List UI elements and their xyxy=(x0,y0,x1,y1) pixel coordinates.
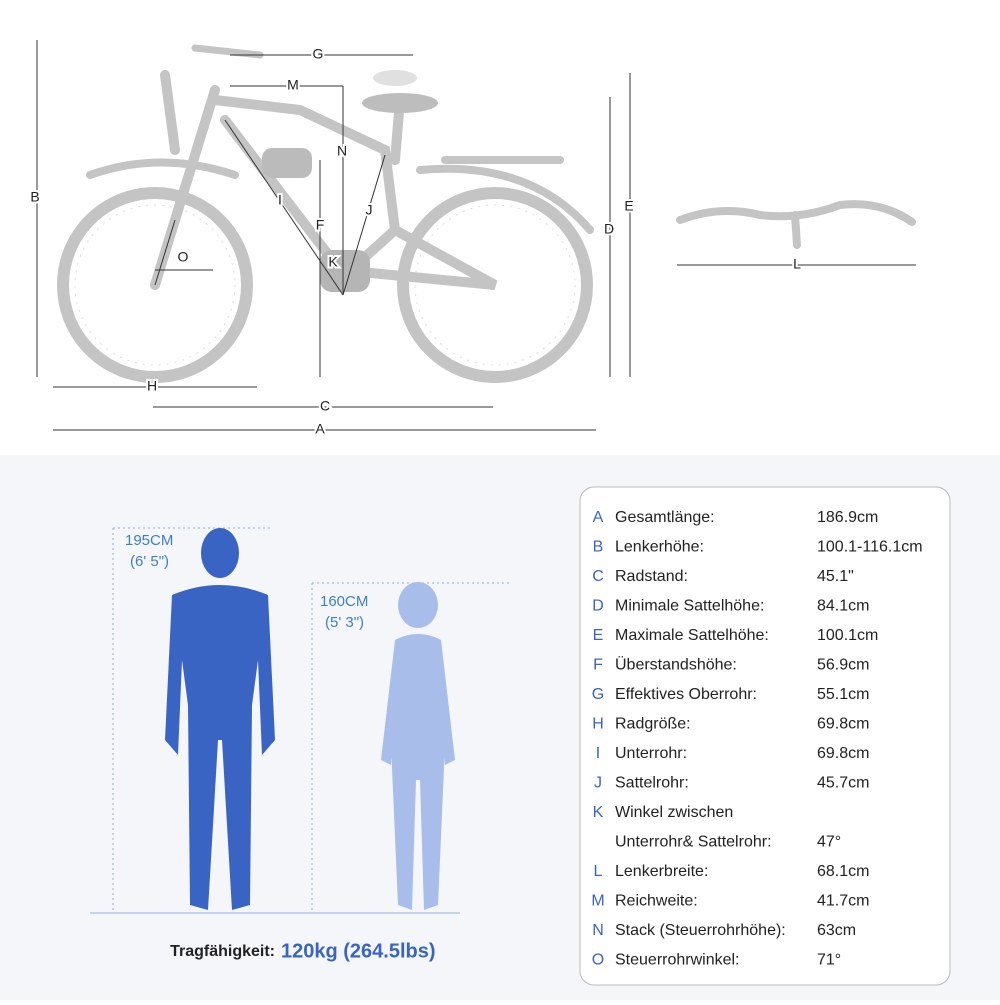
dimension-label: M xyxy=(287,77,299,93)
spec-value: 100.1-116.1cm xyxy=(817,539,923,556)
spec-key: C xyxy=(592,568,604,585)
spec-key: O xyxy=(592,952,604,969)
rider-height-imperial: (6' 5") xyxy=(130,553,169,570)
spec-name: Überstandshöhe: xyxy=(615,656,737,674)
spec-name: Reichweite: xyxy=(615,893,698,910)
spec-value: 63cm xyxy=(817,922,856,939)
dimension-label: O xyxy=(178,249,189,265)
spec-key: I xyxy=(596,745,600,762)
spec-value: 45.7cm xyxy=(817,775,869,792)
capacity-value: 120kg (264.5lbs) xyxy=(281,940,436,962)
spec-value: 69.8cm xyxy=(817,716,869,733)
spec-value: 71° xyxy=(817,952,841,969)
spec-value: 45.1" xyxy=(817,568,854,585)
dimension-label: E xyxy=(624,198,633,214)
dimension-label: L xyxy=(793,256,801,272)
spec-key: L xyxy=(594,863,603,880)
spec-name: Steuerrohrwinkel: xyxy=(615,952,740,969)
spec-value: 55.1cm xyxy=(817,686,869,703)
spec-table xyxy=(579,486,951,986)
dimension-label: A xyxy=(315,421,325,437)
dimension-label: K xyxy=(328,254,338,270)
spec-key: M xyxy=(591,893,604,910)
dimension-label: G xyxy=(313,46,324,62)
spec-key: D xyxy=(592,598,604,615)
spec-value: 47° xyxy=(817,834,841,851)
dimension-label: H xyxy=(147,378,157,394)
spec-value: 186.9cm xyxy=(817,509,878,526)
spec-key: F xyxy=(593,657,603,674)
rider-height: 195CM xyxy=(125,532,173,549)
dimension-lines xyxy=(36,40,916,431)
spec-name: Unterrohr: xyxy=(615,745,687,762)
dimension-label: C xyxy=(320,398,330,414)
spec-name: Lenkerbreite: xyxy=(615,863,708,880)
spec-value: 41.7cm xyxy=(817,893,869,910)
spec-name: Sattelrohr: xyxy=(615,775,689,792)
spec-name: Unterrohr& Sattelrohr: xyxy=(615,834,772,851)
spec-name: Lenkerhöhe: xyxy=(615,539,704,556)
female-figure xyxy=(381,582,455,910)
spec-name: Minimale Sattelhöhe: xyxy=(615,598,764,615)
spec-key: A xyxy=(593,509,604,526)
spec-key: N xyxy=(592,922,604,939)
spec-value: 69.8cm xyxy=(817,745,869,762)
capacity-label: Tragfähigkeit: xyxy=(170,943,275,960)
dimension-label: D xyxy=(604,221,614,237)
bike-drawing xyxy=(57,44,916,383)
male-figure xyxy=(165,528,275,910)
dimension-label: B xyxy=(30,189,39,205)
dimension-label: N xyxy=(337,143,347,159)
spec-value: 100.1cm xyxy=(817,627,878,644)
spec-key: G xyxy=(592,686,604,703)
spec-key: J xyxy=(594,775,602,792)
spec-name: Winkel zwischen xyxy=(615,804,733,821)
spec-key: B xyxy=(593,539,604,556)
spec-key: H xyxy=(592,716,604,733)
spec-name: Maximale Sattelhöhe: xyxy=(615,627,769,644)
dimension-label: F xyxy=(316,217,325,233)
spec-name: Radstand: xyxy=(615,568,688,585)
spec-name: Radgröße: xyxy=(615,716,691,733)
dimension-label: I xyxy=(278,192,282,208)
spec-value: 56.9cm xyxy=(817,657,869,674)
spec-name: Gesamtlänge: xyxy=(615,509,715,526)
spec-key: E xyxy=(593,627,604,644)
spec-name: Stack (Steuerrohrhöhe): xyxy=(615,922,786,939)
spec-value: 84.1cm xyxy=(817,598,869,615)
dimension-label: J xyxy=(366,202,373,218)
spec-name: Effektives Oberrohr: xyxy=(615,686,757,703)
rider-height-imperial: (5' 3") xyxy=(325,614,364,631)
spec-value: 68.1cm xyxy=(817,863,869,880)
spec-key: K xyxy=(593,804,604,821)
rider-height: 160CM xyxy=(320,593,368,610)
